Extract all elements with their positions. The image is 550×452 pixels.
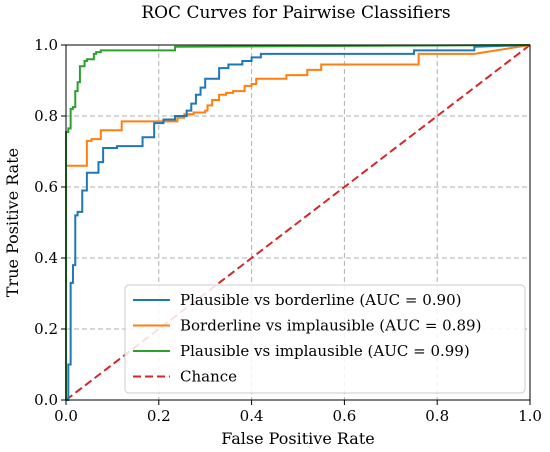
x-tick-label: 0.6 bbox=[332, 407, 356, 425]
y-tick-label: 1.0 bbox=[34, 36, 58, 54]
x-tick-label: 1.0 bbox=[518, 407, 542, 425]
series-line-1 bbox=[65, 44, 531, 400]
x-axis-label: False Positive Rate bbox=[221, 429, 375, 448]
x-ticks: 0.0 0.2 0.4 0.6 0.8 1.0 bbox=[54, 400, 542, 425]
series-layer bbox=[65, 44, 531, 401]
x-tick-label: 0.8 bbox=[425, 407, 449, 425]
plot-frame bbox=[65, 44, 531, 401]
legend-label-1: Borderline vs implausible (AUC = 0.89) bbox=[180, 317, 481, 335]
legend: Plausible vs borderline (AUC = 0.90) Bord… bbox=[124, 284, 526, 394]
legend-label-2: Plausible vs implausible (AUC = 0.99) bbox=[180, 342, 470, 360]
y-ticks: 0.0 0.2 0.4 0.6 0.8 1.0 bbox=[34, 36, 66, 409]
series-line-2 bbox=[65, 44, 531, 400]
y-tick-label: 0.4 bbox=[34, 249, 58, 267]
chart-title: ROC Curves for Pairwise Classifiers bbox=[141, 3, 450, 23]
legend-label-3: Chance bbox=[180, 368, 237, 386]
y-tick-label: 0.0 bbox=[34, 391, 58, 409]
legend-label-0: Plausible vs borderline (AUC = 0.90) bbox=[180, 291, 461, 309]
x-tick-label: 0.0 bbox=[54, 407, 78, 425]
y-tick-label: 0.8 bbox=[34, 107, 58, 125]
legend-items: Plausible vs borderline (AUC = 0.90) Bord… bbox=[133, 291, 481, 386]
legend-box bbox=[124, 284, 526, 394]
y-tick-label: 0.2 bbox=[34, 320, 58, 338]
y-axis-label: True Positive Rate bbox=[3, 148, 22, 297]
x-tick-label: 0.4 bbox=[240, 407, 264, 425]
x-tick-label: 0.2 bbox=[147, 407, 171, 425]
y-tick-label: 0.6 bbox=[34, 178, 58, 196]
series-line-0 bbox=[66, 44, 531, 401]
